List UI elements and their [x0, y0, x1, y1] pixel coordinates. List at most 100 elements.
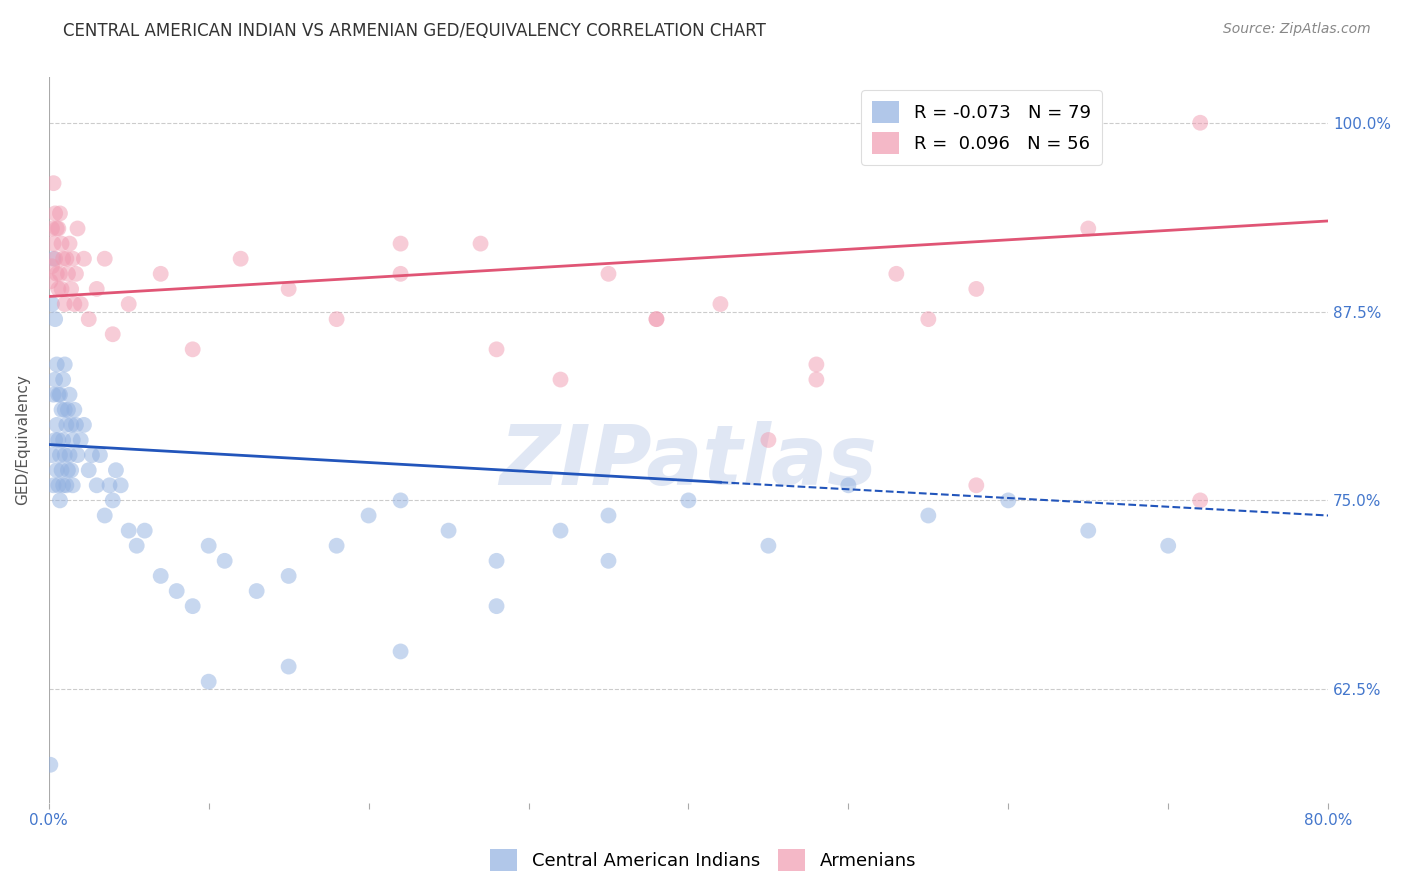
Point	[917, 508, 939, 523]
Point	[181, 599, 204, 614]
Point	[60, 463, 83, 477]
Point	[134, 524, 156, 538]
Point	[197, 674, 219, 689]
Point	[49, 493, 72, 508]
Point	[197, 539, 219, 553]
Point	[77, 312, 100, 326]
Point	[52, 252, 75, 266]
Point	[246, 584, 269, 599]
Point	[44, 206, 66, 220]
Point	[118, 524, 141, 538]
Point	[181, 343, 204, 357]
Point	[1157, 539, 1180, 553]
Point	[277, 659, 299, 673]
Point	[997, 493, 1019, 508]
Point	[149, 569, 172, 583]
Point	[39, 274, 62, 288]
Point	[104, 463, 127, 477]
Point	[917, 312, 939, 326]
Point	[98, 478, 121, 492]
Point	[80, 448, 103, 462]
Text: Source: ZipAtlas.com: Source: ZipAtlas.com	[1223, 22, 1371, 37]
Point	[51, 282, 73, 296]
Point	[437, 524, 460, 538]
Point	[678, 493, 700, 508]
Point	[389, 267, 412, 281]
Point	[58, 387, 80, 401]
Point	[42, 176, 65, 190]
Point	[1189, 116, 1212, 130]
Point	[53, 402, 76, 417]
Point	[149, 267, 172, 281]
Point	[645, 312, 668, 326]
Point	[110, 478, 132, 492]
Point	[45, 267, 67, 281]
Point	[52, 373, 75, 387]
Point	[1189, 493, 1212, 508]
Point	[758, 433, 780, 447]
Point	[42, 387, 65, 401]
Point	[41, 260, 63, 274]
Point	[65, 267, 87, 281]
Point	[41, 297, 63, 311]
Point	[46, 478, 69, 492]
Point	[166, 584, 188, 599]
Point	[389, 644, 412, 658]
Text: ZIPatlas: ZIPatlas	[499, 421, 877, 502]
Point	[49, 267, 72, 281]
Point	[42, 478, 65, 492]
Point	[277, 569, 299, 583]
Point	[62, 478, 84, 492]
Point	[101, 327, 124, 342]
Point	[837, 478, 859, 492]
Point	[214, 554, 236, 568]
Point	[56, 402, 79, 417]
Point	[73, 252, 96, 266]
Point	[485, 554, 508, 568]
Point	[550, 524, 572, 538]
Point	[41, 448, 63, 462]
Point	[86, 478, 108, 492]
Point	[806, 373, 828, 387]
Point	[1077, 524, 1099, 538]
Point	[758, 539, 780, 553]
Point	[325, 312, 347, 326]
Point	[125, 539, 148, 553]
Point	[229, 252, 252, 266]
Point	[49, 448, 72, 462]
Point	[69, 433, 91, 447]
Point	[485, 343, 508, 357]
Point	[965, 282, 987, 296]
Point	[69, 297, 91, 311]
Point	[55, 478, 77, 492]
Point	[51, 236, 73, 251]
Point	[52, 478, 75, 492]
Point	[118, 297, 141, 311]
Point	[39, 757, 62, 772]
Legend: Central American Indians, Armenians: Central American Indians, Armenians	[482, 842, 924, 879]
Point	[51, 463, 73, 477]
Point	[389, 493, 412, 508]
Point	[101, 493, 124, 508]
Point	[886, 267, 908, 281]
Point	[60, 417, 83, 432]
Point	[325, 539, 347, 553]
Point	[86, 282, 108, 296]
Point	[46, 387, 69, 401]
Point	[277, 282, 299, 296]
Point	[46, 282, 69, 296]
Point	[93, 252, 115, 266]
Point	[598, 267, 620, 281]
Point	[66, 221, 89, 235]
Point	[65, 417, 87, 432]
Point	[53, 448, 76, 462]
Point	[51, 402, 73, 417]
Point	[598, 554, 620, 568]
Point	[1077, 221, 1099, 235]
Point	[55, 417, 77, 432]
Y-axis label: GED/Equivalency: GED/Equivalency	[15, 375, 30, 506]
Point	[66, 448, 89, 462]
Point	[45, 221, 67, 235]
Point	[42, 252, 65, 266]
Point	[44, 252, 66, 266]
